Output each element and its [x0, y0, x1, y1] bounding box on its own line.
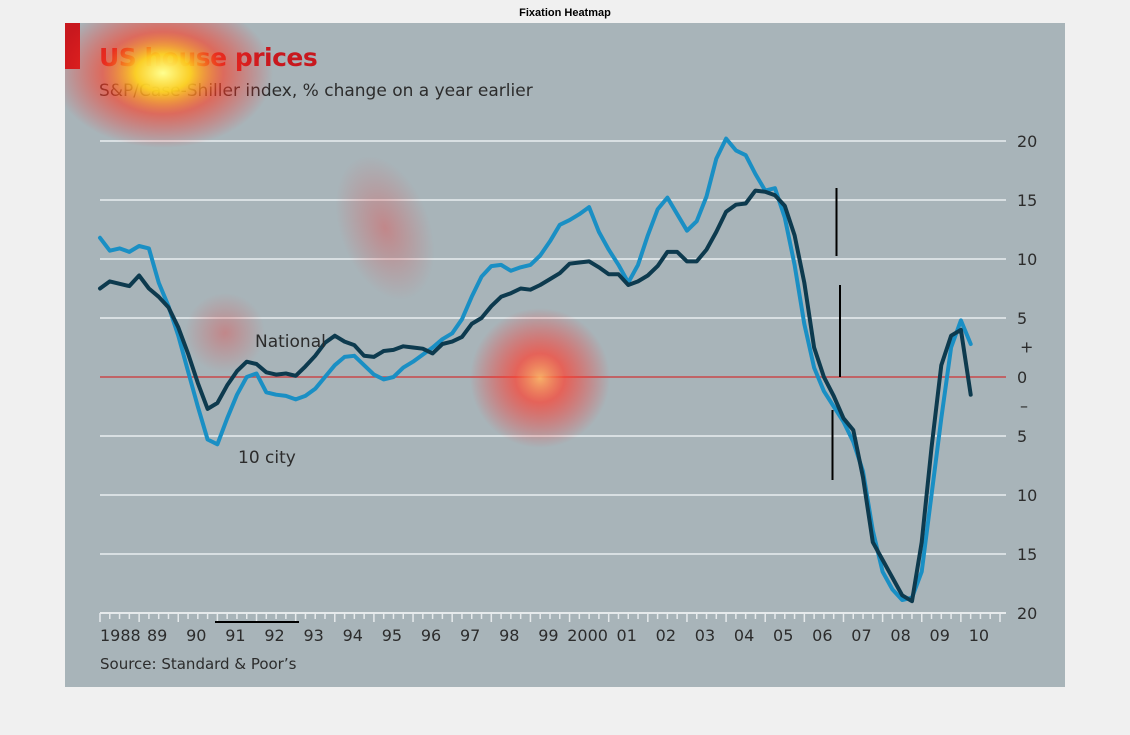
y-tick-label: 20 — [1017, 132, 1037, 151]
series-label-10-city: 10 city — [238, 448, 296, 468]
x-tick-label: 09 — [930, 626, 950, 645]
x-tick-label: 10 — [969, 626, 989, 645]
x-tick-label: 98 — [499, 626, 519, 645]
chart-panel: US house prices S&P/Case-Shiller index, … — [65, 23, 1065, 687]
x-tick-label: 05 — [773, 626, 793, 645]
y-sign-plus: + — [1020, 338, 1033, 357]
gaze-mark — [831, 410, 834, 480]
y-tick-label: 10 — [1017, 250, 1037, 269]
x-tick-label: 97 — [460, 626, 480, 645]
y-tick-label: 5 — [1017, 427, 1027, 446]
x-tick-label: 89 — [147, 626, 167, 645]
gaze-mark — [215, 621, 299, 623]
x-tick-label: 93 — [303, 626, 323, 645]
y-tick-label: 10 — [1017, 486, 1037, 505]
series-label-national: National — [255, 332, 326, 352]
x-tick-label: 03 — [695, 626, 715, 645]
x-tick-label: 91 — [225, 626, 245, 645]
heatmap-blob — [335, 155, 435, 301]
x-tick-label: 99 — [538, 626, 558, 645]
y-sign-minus: – — [1020, 397, 1028, 416]
x-tick-label: 08 — [890, 626, 910, 645]
source-note: Source: Standard & Poor’s — [100, 655, 297, 673]
x-tick-label: 02 — [656, 626, 676, 645]
x-tick-label: 04 — [734, 626, 754, 645]
x-tick-label: 90 — [186, 626, 206, 645]
x-tick-label: 01 — [617, 626, 637, 645]
x-tick-label: 06 — [812, 626, 832, 645]
series-line-10-city — [98, 136, 973, 602]
figure-title: Fixation Heatmap — [519, 7, 611, 19]
x-tick-label: 1988 — [100, 626, 141, 645]
y-tick-label: 15 — [1017, 191, 1037, 210]
y-tick-label: 0 — [1017, 368, 1027, 387]
series-line-national — [98, 188, 973, 604]
x-tick-label: 92 — [264, 626, 284, 645]
y-tick-label: 5 — [1017, 309, 1027, 328]
heatmap-blob — [185, 293, 265, 373]
gaze-mark — [835, 188, 838, 256]
x-tick-label: 2000 — [567, 626, 608, 645]
x-tick-label: 07 — [851, 626, 871, 645]
x-tick-label: 95 — [382, 626, 402, 645]
x-tick-label: 94 — [343, 626, 363, 645]
y-tick-label: 15 — [1017, 545, 1037, 564]
y-tick-label: 20 — [1017, 604, 1037, 623]
heatmap-blob — [65, 23, 273, 148]
gaze-mark — [839, 285, 841, 377]
x-tick-label: 96 — [421, 626, 441, 645]
heatmap-blob — [470, 308, 610, 448]
